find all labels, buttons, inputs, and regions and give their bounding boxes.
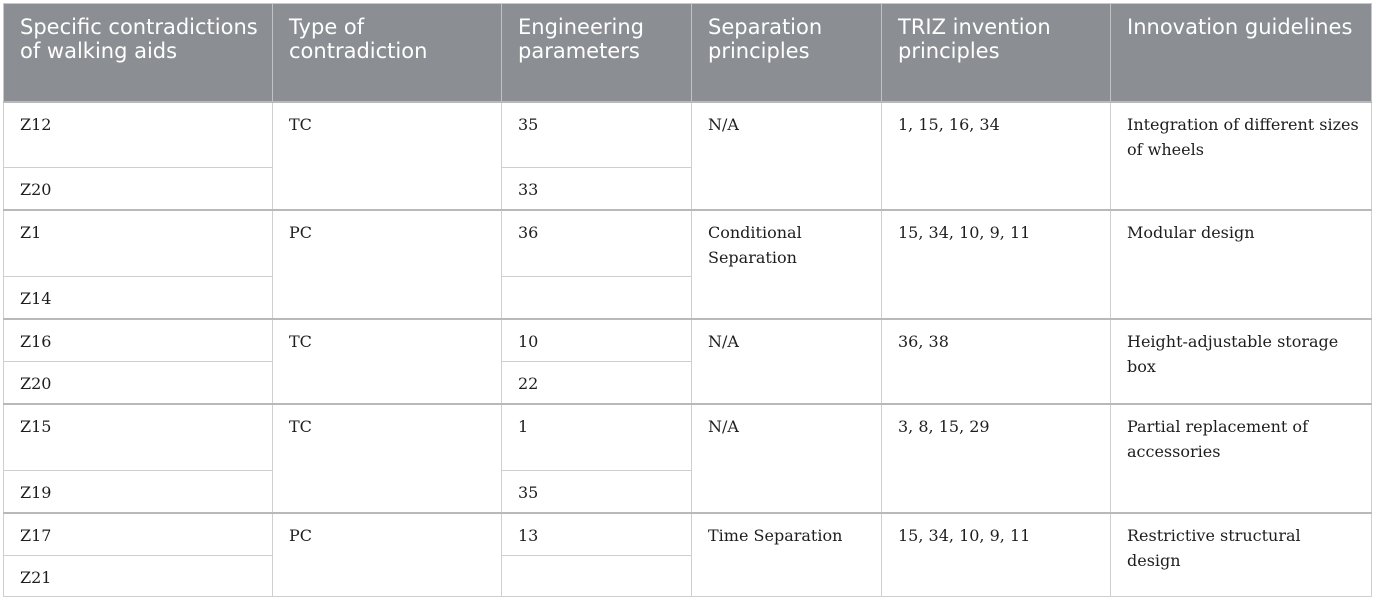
table-row: Z21 <box>3 555 1372 597</box>
engineering-parameter-cell: 36 <box>501 208 692 277</box>
innovation-guideline-cell: Partial replacement of accessories <box>1110 402 1372 513</box>
engineering-parameter-cell: 22 <box>501 361 692 404</box>
engineering-parameter-cell: 35 <box>501 470 692 513</box>
table-row: Z12 TC 35 N/A 1, 15, 16, 34 Integration … <box>3 100 1372 210</box>
innovation-guideline-cell: Restrictive structural design <box>1110 511 1372 597</box>
triz-principles-cell: 3, 8, 15, 29 <box>881 402 1111 513</box>
contradiction-cell: Z21 <box>3 555 273 597</box>
table-row: Z15 TC 1 N/A 3, 8, 15, 29 Partial replac… <box>3 402 1372 513</box>
table-row: Z20 33 <box>3 167 1372 210</box>
table-row: Z20 22 <box>3 361 1372 404</box>
header-innovation-guidelines: Innovation guidelines <box>1110 3 1372 102</box>
engineering-parameter-cell: 35 <box>501 100 692 168</box>
table-row: Z19 35 <box>3 470 1372 513</box>
separation-principle-cell: N/A <box>691 317 882 404</box>
header-triz-invention-principles: TRIZ invention principles <box>881 3 1111 102</box>
table-row: Z1 PC 36 Conditional Separation 15, 34, … <box>3 208 1372 319</box>
header-type-of-contradiction: Type of contradiction <box>272 3 502 102</box>
triz-principles-cell: 36, 38 <box>881 317 1111 404</box>
table-row: Z17 PC 13 Time Separation 15, 34, 10, 9,… <box>3 511 1372 597</box>
separation-principle-cell: Conditional Separation <box>691 208 882 319</box>
separation-principle-cell: N/A <box>691 100 882 210</box>
contradiction-cell: Z14 <box>3 276 273 319</box>
contradiction-type-cell: TC <box>272 402 502 513</box>
header-row: Specific contradictions of walking aids … <box>3 3 1372 102</box>
contradiction-cell: Z15 <box>3 402 273 471</box>
separation-principle-cell: Time Separation <box>691 511 882 597</box>
engineering-parameter-cell <box>501 555 692 597</box>
engineering-parameter-cell: 13 <box>501 511 692 556</box>
triz-principles-cell: 15, 34, 10, 9, 11 <box>881 511 1111 597</box>
table-row: Z14 <box>3 276 1372 319</box>
header-engineering-parameters: Engineering parameters <box>501 3 692 102</box>
triz-principles-cell: 15, 34, 10, 9, 11 <box>881 208 1111 319</box>
contradiction-cell: Z16 <box>3 317 273 362</box>
innovation-guideline-cell: Integration of different sizes of wheels <box>1110 100 1372 210</box>
triz-principles-cell: 1, 15, 16, 34 <box>881 100 1111 210</box>
engineering-parameter-cell: 10 <box>501 317 692 362</box>
contradiction-type-cell: TC <box>272 317 502 404</box>
contradiction-cell: Z1 <box>3 208 273 277</box>
engineering-parameter-cell: 1 <box>501 402 692 471</box>
engineering-parameter-cell: 33 <box>501 167 692 210</box>
contradiction-type-cell: PC <box>272 511 502 597</box>
triz-contradiction-table: Specific contradictions of walking aids … <box>3 3 1372 597</box>
header-specific-contradictions: Specific contradictions of walking aids <box>3 3 273 102</box>
contradiction-type-cell: PC <box>272 208 502 319</box>
contradiction-type-cell: TC <box>272 100 502 210</box>
engineering-parameter-cell <box>501 276 692 319</box>
contradiction-cell: Z17 <box>3 511 273 556</box>
contradiction-cell: Z20 <box>3 167 273 210</box>
innovation-guideline-cell: Modular design <box>1110 208 1372 319</box>
contradiction-cell: Z12 <box>3 100 273 168</box>
innovation-guideline-cell: Height-adjustable storage box <box>1110 317 1372 404</box>
separation-principle-cell: N/A <box>691 402 882 513</box>
table-row: Z16 TC 10 N/A 36, 38 Height-adjustable s… <box>3 317 1372 404</box>
contradiction-cell: Z19 <box>3 470 273 513</box>
header-separation-principles: Separation principles <box>691 3 882 102</box>
contradiction-cell: Z20 <box>3 361 273 404</box>
